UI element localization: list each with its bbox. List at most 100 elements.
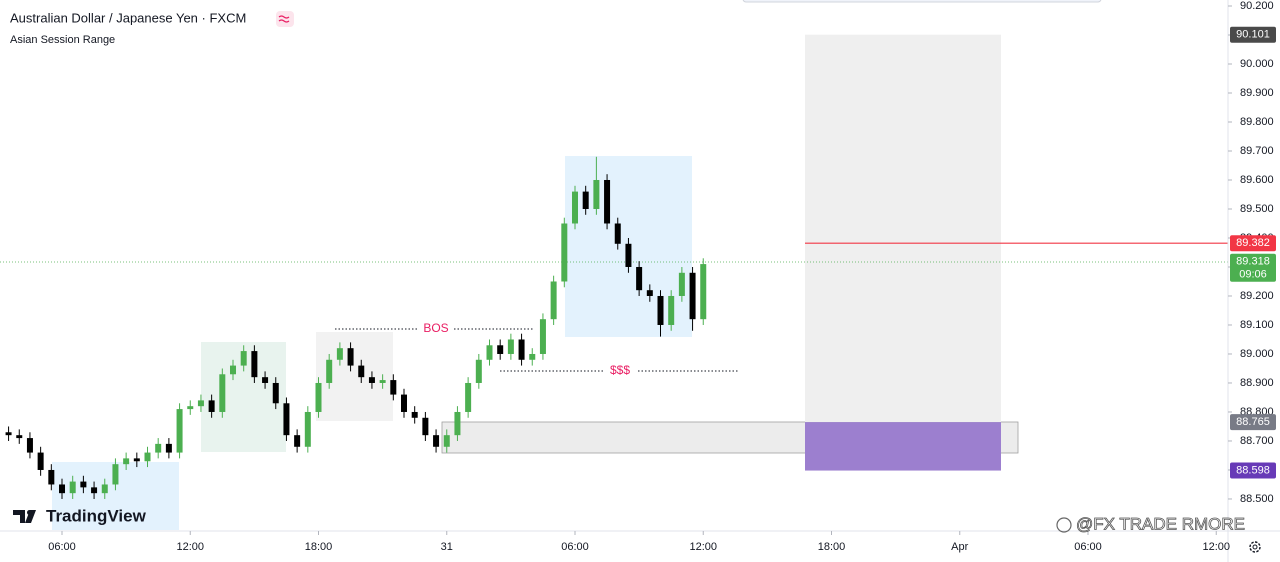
y-tick-label: 90.000 <box>1240 58 1274 70</box>
x-tick-label: 31 <box>441 541 453 553</box>
candle-body <box>112 464 119 485</box>
settings-icon <box>1252 544 1258 550</box>
candle-body <box>347 348 354 366</box>
candle-body <box>604 179 611 224</box>
x-tick-label: 18:00 <box>818 541 846 553</box>
y-tick-label: 88.900 <box>1240 377 1274 389</box>
levels <box>805 34 1228 471</box>
candle-body <box>486 345 493 360</box>
candle-body <box>582 191 589 209</box>
y-tick-label: 90.200 <box>1240 0 1274 12</box>
stop-zone <box>805 422 1001 471</box>
candle-body <box>625 243 632 267</box>
candle-body <box>657 295 664 325</box>
price-tag <box>1230 26 1276 43</box>
candle-body <box>529 353 536 360</box>
candle-body <box>700 264 707 320</box>
candle-body <box>165 443 172 453</box>
candle-body <box>497 345 504 354</box>
candle-body <box>572 191 579 224</box>
settings-button[interactable] <box>1249 541 1261 553</box>
candle-body <box>155 443 162 453</box>
candle-body <box>123 458 130 465</box>
candle-body <box>304 411 311 447</box>
candle-body <box>262 377 269 383</box>
candle-body <box>251 351 258 378</box>
candle-body <box>368 377 375 383</box>
candle-body <box>272 382 279 404</box>
candle-body <box>230 365 237 375</box>
axes: 88.50088.60088.70088.80088.90089.00089.1… <box>48 0 1276 553</box>
x-tick-label: 06:00 <box>48 541 76 553</box>
candle-body <box>37 452 44 470</box>
x-tick-label: 12:00 <box>1202 541 1230 553</box>
candle-body <box>390 380 397 395</box>
indicator-badge <box>276 11 294 27</box>
x-tick-label: 12:00 <box>176 541 204 553</box>
x-tick-label: Apr <box>951 541 968 553</box>
price-tag-label: 88.598 <box>1236 464 1270 476</box>
y-tick-label: 89.200 <box>1240 290 1274 302</box>
price-tag-label: 89.382 <box>1236 237 1270 249</box>
candle-body <box>91 487 98 494</box>
price-tag <box>1230 253 1276 282</box>
profit-zone <box>805 34 1001 423</box>
candle-body <box>475 359 482 383</box>
y-tick-label: 89.600 <box>1240 174 1274 186</box>
chart-title: Australian Dollar / Japanese Yen · FXCM <box>10 10 246 25</box>
candle-body <box>465 382 472 412</box>
y-tick-label: 89.700 <box>1240 145 1274 157</box>
candle-body <box>539 319 546 354</box>
y-tick-label: 88.700 <box>1240 435 1274 447</box>
y-tick-label: 88.500 <box>1240 493 1274 505</box>
watermark: @FX TRADE RMORE <box>1076 514 1245 533</box>
candles <box>5 156 707 499</box>
x-tick-label: 12:00 <box>689 541 717 553</box>
candle-body <box>454 411 461 436</box>
candle-body <box>507 339 514 354</box>
y-tick-label: 89.900 <box>1240 87 1274 99</box>
countdown: 09:06 <box>1239 269 1267 281</box>
candle-body <box>101 484 108 494</box>
y-tick-label: 89.500 <box>1240 203 1274 215</box>
candle-body <box>144 452 151 462</box>
candle-body <box>433 435 440 447</box>
candle-body <box>5 432 12 436</box>
candle-body <box>59 484 66 494</box>
candle-body <box>80 481 87 488</box>
candle-body <box>197 400 204 407</box>
candle-body <box>315 382 322 412</box>
candle-body <box>668 295 675 325</box>
candle-body <box>283 403 290 436</box>
price-tag <box>1230 462 1276 479</box>
candle-body <box>16 435 23 439</box>
candle-body <box>561 223 568 282</box>
badge-icon <box>278 15 290 23</box>
candle-body <box>678 272 685 296</box>
candle-body <box>443 435 450 447</box>
candle-body <box>646 290 653 296</box>
top-panel <box>742 0 1102 3</box>
candle-body <box>636 266 643 291</box>
x-tick-label: 06:00 <box>1074 541 1102 553</box>
candle-body <box>614 223 621 244</box>
candle-body <box>550 281 557 320</box>
watermark-icon <box>1056 517 1072 533</box>
liquidity-label: $$$ <box>610 363 630 377</box>
candle-body <box>326 359 333 383</box>
price-tag-label: 88.765 <box>1236 416 1270 428</box>
candle-body <box>379 380 386 383</box>
logo-icon <box>27 510 32 515</box>
x-tick-label: 18:00 <box>305 541 333 553</box>
candle-body <box>336 348 343 360</box>
candle-body <box>518 339 525 360</box>
candle-body <box>689 272 696 320</box>
candle-body <box>133 458 140 462</box>
y-tick-label: 89.000 <box>1240 348 1274 360</box>
candle-body <box>208 400 215 412</box>
price-tag-label: 90.101 <box>1236 29 1270 41</box>
candle-body <box>187 406 194 410</box>
y-tick-label: 89.800 <box>1240 116 1274 128</box>
